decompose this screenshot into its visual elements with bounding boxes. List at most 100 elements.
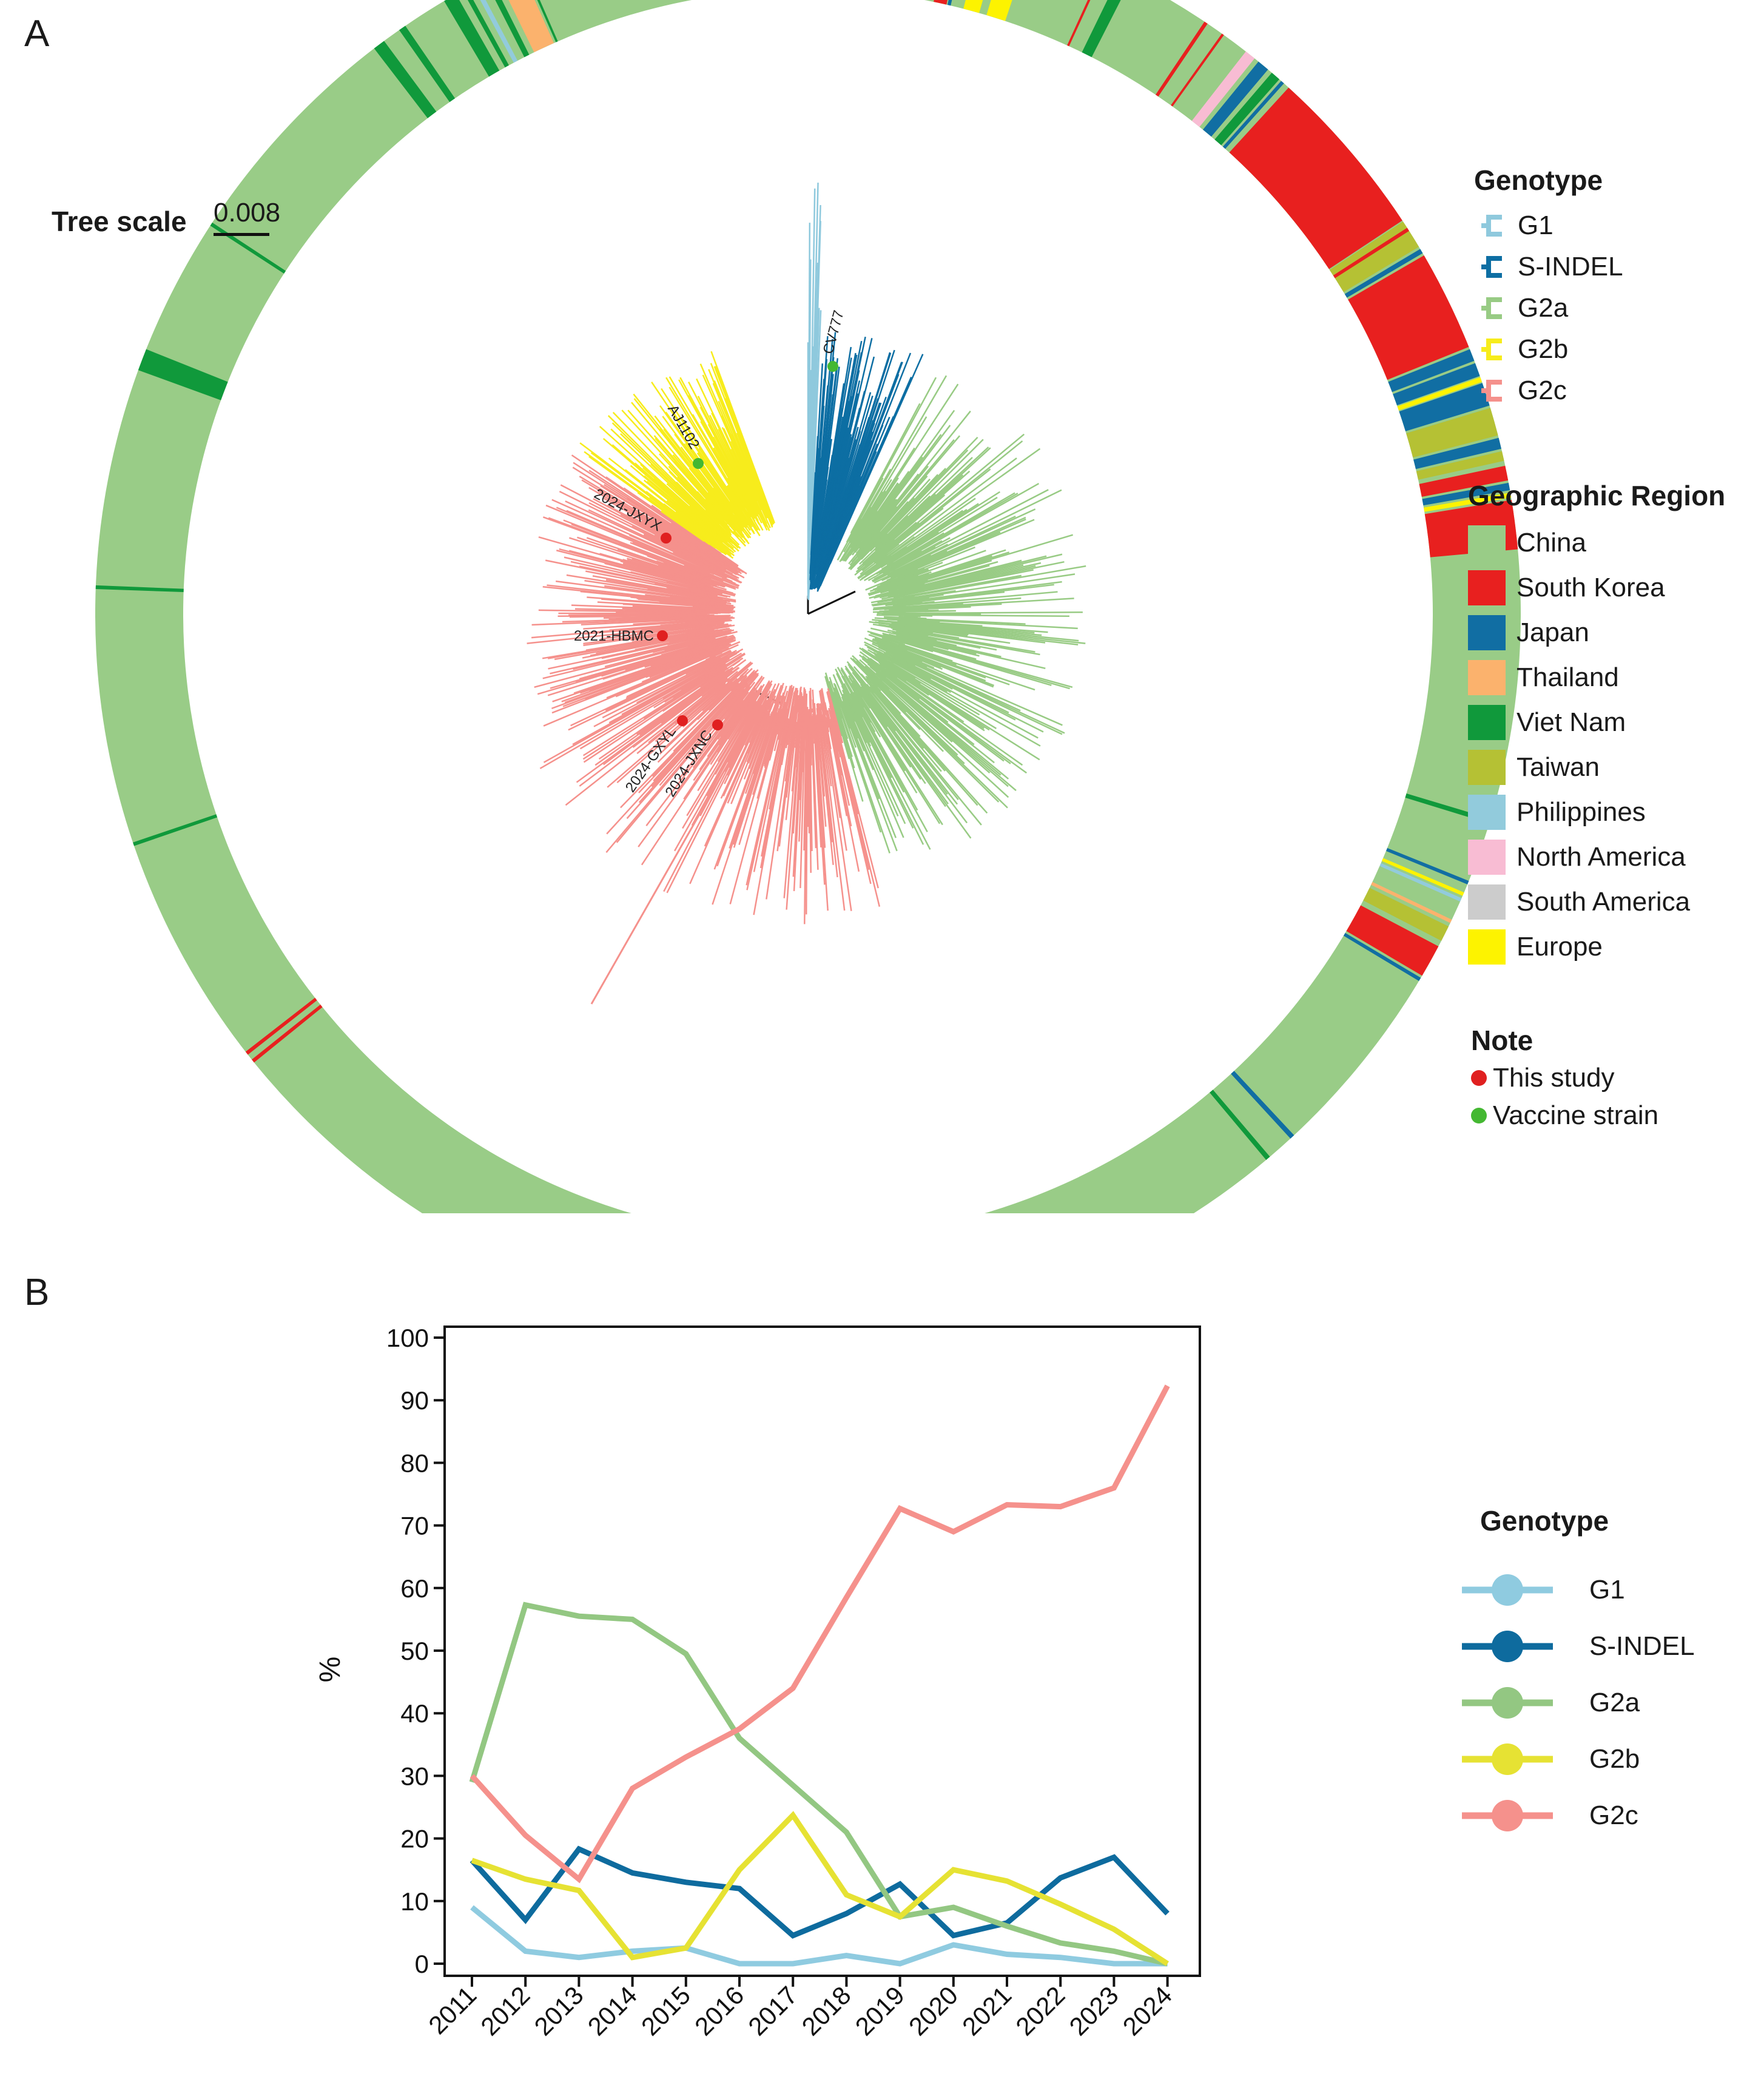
legend-item-g2a: G2a <box>1474 288 1623 329</box>
region-segment-viet-nam <box>399 25 456 103</box>
legend-item-g2b: G2b <box>1474 329 1623 370</box>
legend-item-s-indel: S-INDEL <box>1474 246 1623 288</box>
region-segment-japan <box>1422 482 1510 506</box>
strain-label: 2021-HBMC <box>574 628 654 644</box>
region-segment-japan <box>947 0 952 6</box>
legend-label: Thailand <box>1517 662 1619 692</box>
x-tick-label: 2017 <box>742 1981 803 2041</box>
y-tick-label: 60 <box>400 1574 429 1603</box>
legend-label: G2c <box>1589 1800 1638 1830</box>
region-segment-viet-nam <box>1082 0 1121 58</box>
color-swatch <box>1468 705 1506 740</box>
tree-branches <box>527 183 1086 1005</box>
x-tick-label: 2012 <box>475 1981 535 2041</box>
legend-item-g2c: G2c <box>1462 1787 1695 1844</box>
line-key-icon <box>1462 1630 1553 1662</box>
region-segment-viet-nam <box>374 41 437 118</box>
tree-bracket-icon <box>1481 297 1502 319</box>
region-segment-europe <box>1423 493 1512 512</box>
strain-marker <box>657 630 668 641</box>
color-swatch <box>1468 660 1506 695</box>
region-segment-viet-nam <box>1210 1090 1270 1160</box>
y-tick-label: 90 <box>400 1386 429 1415</box>
region-segment-viet-nam <box>495 0 530 58</box>
branches-s-indel <box>809 332 924 592</box>
color-swatch <box>1468 795 1506 830</box>
legend-item-g2c: G2c <box>1474 370 1623 411</box>
region-segment-europe <box>1381 858 1464 896</box>
phylogenetic-tree: CV777AJ11022024-JXYX2021-HBMC2024-GXYL20… <box>95 0 1521 1213</box>
legend-label: Taiwan <box>1517 752 1600 782</box>
legend-item-south-korea: South Korea <box>1468 565 1725 610</box>
y-tick-label: 10 <box>400 1887 429 1916</box>
legend-label: This study <box>1493 1063 1615 1093</box>
region-segment-south-korea <box>1333 227 1409 278</box>
tree-bracket-icon <box>1481 339 1502 360</box>
region-segment-thailand <box>1371 881 1452 923</box>
series-line-s-indel <box>470 1845 1170 1939</box>
legend-item-taiwan: Taiwan <box>1468 745 1725 790</box>
region-segment-japan <box>1202 61 1268 137</box>
region-segment-philippines <box>1379 863 1462 902</box>
region-segment-south-korea <box>1229 87 1402 269</box>
tree-scale-value: 0.008 <box>214 198 281 227</box>
series-line-g2b <box>471 1811 1170 1966</box>
region-segment-thailand <box>508 0 554 53</box>
legend-item-europe: Europe <box>1468 925 1725 969</box>
legend-label: G1 <box>1518 211 1554 240</box>
region-legend: Geographic Region China South Korea Japa… <box>1468 479 1725 969</box>
region-segment-japan <box>1231 1071 1294 1139</box>
region-segment-viet-nam <box>537 0 558 42</box>
region-segment-viet-nam <box>1214 72 1280 146</box>
line-key-icon <box>1462 1743 1553 1775</box>
legend-label: S-INDEL <box>1589 1631 1695 1661</box>
legend-label: Japan <box>1517 618 1589 647</box>
legend-label: Philippines <box>1517 797 1646 827</box>
region-segment-japan <box>1388 349 1475 392</box>
branches-g2b <box>579 351 775 559</box>
y-tick-label: 100 <box>386 1324 429 1352</box>
region-segment-south-korea <box>245 997 317 1055</box>
color-swatch <box>1468 750 1506 785</box>
tree-bracket-icon <box>1481 380 1502 402</box>
legend-item-viet-nam: Viet Nam <box>1468 700 1725 745</box>
legend-label: South America <box>1517 887 1691 917</box>
geographic-region-ring <box>95 0 1521 1213</box>
legend-label: G2b <box>1589 1743 1640 1774</box>
tree-scale-label: Tree scale <box>52 206 187 237</box>
strain-marker <box>661 533 672 544</box>
legend-label: G1 <box>1589 1574 1625 1605</box>
tree-bracket-icon <box>1481 256 1502 278</box>
line-key-icon <box>1462 1574 1553 1606</box>
region-segment-viet-nam <box>95 585 184 593</box>
line-key-icon <box>1462 1686 1553 1719</box>
series-line-g1 <box>470 1905 1168 1967</box>
x-tick-label: 2018 <box>796 1981 856 2041</box>
y-tick-label: 20 <box>400 1825 429 1853</box>
branches-g1 <box>807 183 822 601</box>
region-segment-taiwan <box>1406 408 1498 458</box>
x-tick-label: 2011 <box>423 1981 482 2040</box>
region-segment-europe <box>1397 377 1482 411</box>
x-tick-label: 2013 <box>528 1981 588 2041</box>
region-segment-japan <box>1222 81 1284 149</box>
legend-item-g1: G1 <box>1462 1561 1695 1618</box>
strain-marker <box>677 715 688 726</box>
legend-label: G2c <box>1518 376 1567 405</box>
legend-item-philippines: Philippines <box>1468 790 1725 835</box>
legend-item-s-indel: S-INDEL <box>1462 1618 1695 1674</box>
series-line-g2c <box>470 1384 1170 1884</box>
y-tick-label: 40 <box>400 1699 429 1728</box>
region-segment-south-korea <box>934 0 948 5</box>
y-tick-label: 50 <box>400 1637 429 1665</box>
x-tick-label: 2021 <box>957 1981 1017 2041</box>
red-dot-icon <box>1471 1070 1487 1086</box>
x-tick-label: 2023 <box>1063 1981 1123 2041</box>
legend-item-thailand: Thailand <box>1468 655 1725 700</box>
branches-g2a <box>824 375 1086 854</box>
line-legend-title: Genotype <box>1480 1505 1609 1537</box>
color-swatch <box>1468 884 1506 920</box>
branches-g2c-upper <box>527 454 747 714</box>
x-tick-label: 2014 <box>582 1981 642 2041</box>
region-segment-japan <box>1393 363 1480 406</box>
